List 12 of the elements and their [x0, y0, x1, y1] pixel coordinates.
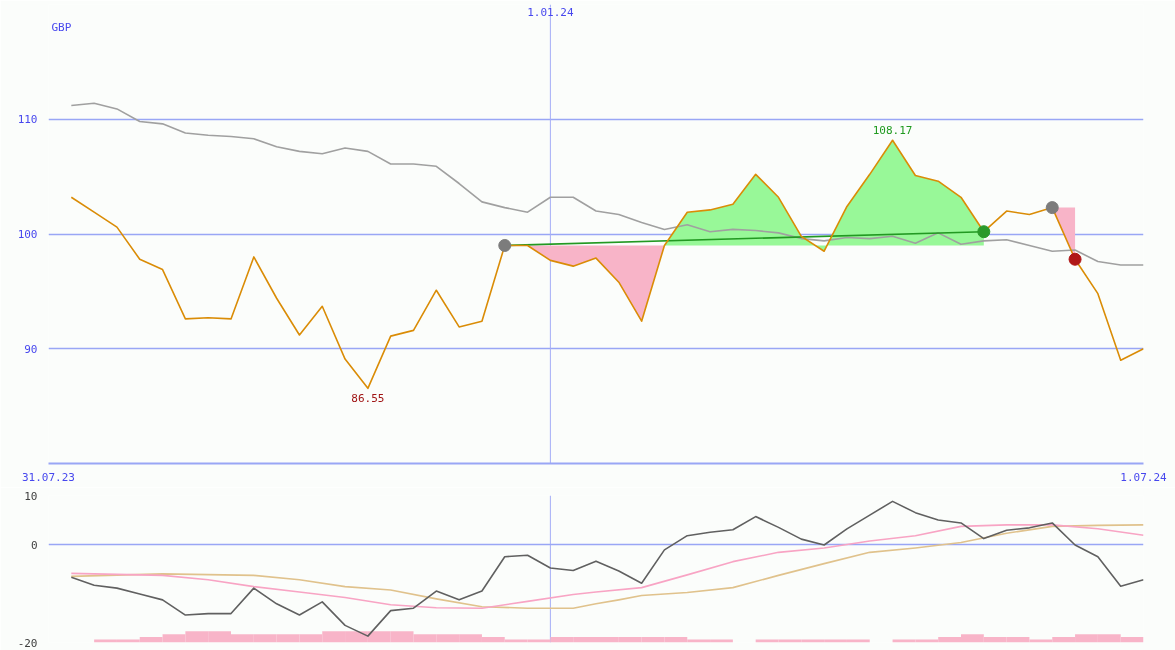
y-tick-label: -20 — [17, 636, 38, 650]
ref-line-label: 1.01.24 — [527, 5, 574, 19]
y-tick-label: 90 — [24, 342, 38, 356]
x-tick-label: 31.07.23 — [22, 470, 75, 484]
annotation: 86.55 — [351, 392, 385, 406]
y-tick-label: 10 — [24, 489, 38, 503]
y-tick-label: 0 — [30, 538, 38, 552]
y-tick-label: 110 — [17, 113, 38, 127]
y-axis-title: GBP — [51, 20, 72, 34]
y-tick-label: 100 — [17, 228, 38, 241]
x-tick-label: 1.07.24 — [1120, 470, 1168, 484]
annotation: 108.17 — [872, 124, 913, 138]
